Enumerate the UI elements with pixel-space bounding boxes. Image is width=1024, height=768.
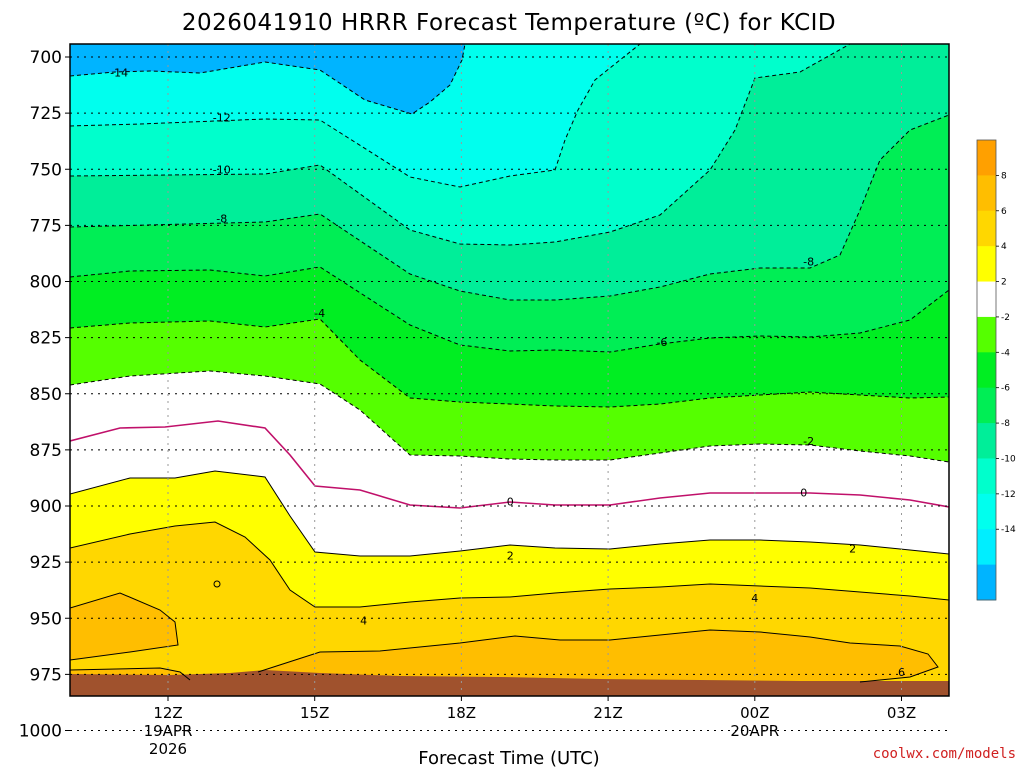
- y-tick-label: 750: [30, 160, 62, 180]
- contour-6-east: [257, 629, 939, 683]
- temperature-fill-layer: [70, 44, 949, 696]
- contour-minus10: [70, 44, 851, 246]
- contour-4: [70, 521, 949, 608]
- y-tick-label: 825: [30, 329, 62, 349]
- contour-label: 0: [800, 487, 807, 500]
- contour-label: 6: [898, 666, 905, 679]
- colorbar-swatch: [977, 281, 996, 318]
- colorbar-label: -6: [1001, 384, 1010, 394]
- contour-label: -6: [656, 336, 667, 349]
- credit-text: coolwx.com/models: [873, 746, 1016, 762]
- y-tick-label: 900: [30, 497, 62, 517]
- colorbar-legend: 8 6 4 2 -2 -4 -6 -8 -10 -12 -14: [976, 139, 1016, 601]
- colorbar-label: 4: [1001, 242, 1007, 252]
- x-axis-title: Forecast Time (UTC): [418, 748, 599, 768]
- x-tick-label: 15Z: [300, 704, 329, 722]
- contour-minus14: [70, 44, 466, 115]
- x-tick-label: 18Z: [447, 704, 476, 722]
- contour-label: -8: [803, 255, 814, 268]
- y-tick-label: 700: [30, 48, 62, 68]
- colorbar-label: -14: [1001, 525, 1016, 535]
- colorbar-swatch: [977, 140, 996, 176]
- colorbar-swatch: [977, 175, 996, 212]
- colorbar-label: -4: [1001, 348, 1010, 358]
- y-tick-label: 800: [30, 273, 62, 293]
- contour-closed-cell: [213, 580, 221, 588]
- contour-minus12: [70, 44, 641, 188]
- colorbar-label: -2: [1001, 313, 1010, 323]
- contour-6-west: [70, 592, 179, 661]
- y-axis: 700 725 750 775 800 825 850 875 900 925 950 975 1000: [19, 48, 70, 742]
- x-tick-year: 2026: [149, 740, 187, 758]
- colorbar-swatch: [977, 564, 996, 601]
- terrain-below-surface: [70, 670, 949, 696]
- contour-label: 4: [751, 592, 758, 605]
- colorbar-label: 6: [1001, 207, 1007, 217]
- colorbar-swatch: [977, 458, 996, 495]
- colorbar-swatch: [977, 316, 996, 353]
- contour-label: 2: [849, 543, 856, 556]
- y-tick-label: 850: [30, 385, 62, 405]
- contour-label: -2: [803, 435, 814, 448]
- contour-0: [70, 420, 949, 509]
- contour-label: 0: [507, 496, 514, 509]
- contour-label: -14: [110, 67, 128, 80]
- colorbar-swatch: [977, 352, 996, 389]
- contour-label: 4: [360, 614, 367, 627]
- y-tick-label: 775: [30, 216, 62, 236]
- colorbar-swatch: [977, 387, 996, 424]
- contour-label: 2: [507, 549, 514, 562]
- x-tick-label: 12Z: [153, 704, 182, 722]
- contour-label: -10: [213, 163, 231, 176]
- y-tick-label: 975: [30, 665, 62, 685]
- contour-lines: [70, 44, 949, 683]
- contour-label: -4: [314, 307, 325, 320]
- contour-2: [70, 470, 949, 557]
- x-tick-label: 03Z: [887, 704, 916, 722]
- y-tick-label: 875: [30, 441, 62, 461]
- contour-labels: -14 -12 -10 -8 -4 -6 -8 -2 0 0 2 2 4 4 6: [110, 67, 905, 679]
- contour-minus6: [70, 266, 949, 353]
- plot-frame: [69, 43, 950, 697]
- chart-title: 2026041910 HRRR Forecast Temperature (ºC…: [182, 10, 836, 36]
- contour-minus4: [70, 318, 949, 408]
- x-tick-label: 00Z: [740, 704, 769, 722]
- band-6-to-8-west: [70, 593, 178, 660]
- colorbar-label: 2: [1001, 278, 1007, 288]
- colorbar-swatch: [977, 493, 996, 530]
- y-tick-label: 1000: [19, 722, 62, 742]
- colorbar-swatch: [977, 246, 996, 283]
- contour-6-surface: [70, 667, 191, 681]
- colorbar-label: -10: [1001, 454, 1016, 464]
- colorbar-swatch: [977, 210, 996, 247]
- colorbar-swatch: [977, 529, 996, 566]
- y-tick-label: 925: [30, 553, 62, 573]
- y-tick-label: 950: [30, 609, 62, 629]
- colorbar-label: 8: [1001, 171, 1007, 181]
- colorbar-label: -12: [1001, 490, 1016, 500]
- x-tick-date: 20APR: [730, 722, 779, 740]
- band-6-to-8-east: [258, 630, 938, 683]
- colorbar-frame: [976, 139, 997, 601]
- contour-label: -12: [213, 112, 231, 125]
- y-tick-label: 725: [30, 104, 62, 124]
- contour-minus8: [70, 114, 949, 301]
- colorbar-swatch: [977, 423, 996, 459]
- contour-label: -8: [216, 213, 227, 226]
- colorbar-label: -8: [1001, 419, 1010, 429]
- x-tick-date: 19APR: [144, 722, 193, 740]
- x-tick-label: 21Z: [593, 704, 622, 722]
- band-below-minus14: [70, 44, 465, 114]
